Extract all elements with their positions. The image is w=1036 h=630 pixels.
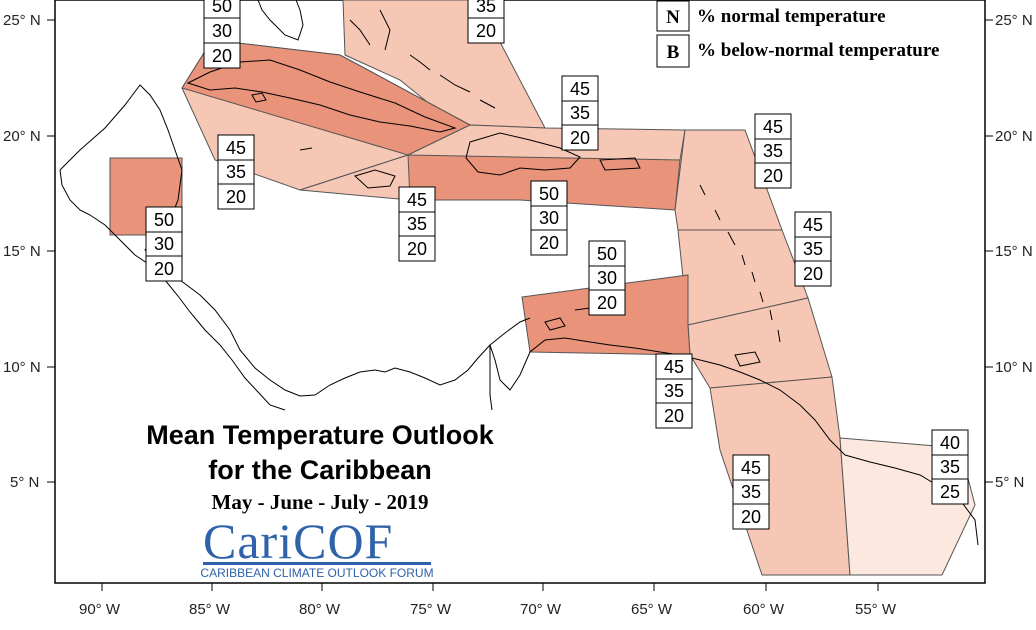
legend-label-below: % below-normal temperature (697, 40, 939, 61)
prob-value: 35 (407, 214, 427, 234)
lat-ticks-right (985, 19, 993, 483)
prob-value: 35 (763, 141, 783, 161)
probability-box-french-guiana: 40 35 25 (931, 429, 969, 505)
prob-value: 20 (407, 239, 427, 259)
probability-box-hispaniola-north: 45 35 20 (561, 75, 599, 151)
probability-box-leeward-north: 45 35 20 (754, 113, 792, 189)
map-season: May - June - July - 2019 (212, 490, 429, 514)
prob-value: 20 (570, 128, 590, 148)
probability-box-guyana: 45 35 20 (732, 454, 770, 530)
lat-label-right-10n: 10° N (995, 359, 1033, 376)
lon-label-90w: 90° W (79, 601, 121, 618)
lon-label-75w: 75° W (410, 601, 452, 618)
logo-subtitle: CARIBBEAN CLIMATE OUTLOOK FORUM (200, 566, 433, 580)
lat-label-right-5n: 5° N (995, 474, 1024, 491)
logo-cari: Cari (203, 513, 293, 569)
legend-letter-n: N (666, 7, 680, 28)
lat-label-right-20n: 20° N (995, 128, 1033, 145)
prob-value: 35 (226, 162, 246, 182)
prob-value: 45 (664, 357, 684, 377)
prob-value: 20 (741, 507, 761, 527)
prob-value: 50 (597, 244, 617, 264)
prob-value: 45 (226, 138, 246, 158)
prob-value: 45 (803, 215, 823, 235)
logo-wordmark: CariCOF (203, 513, 393, 569)
probability-box-bahamas-nw: 50 30 20 (203, 0, 241, 69)
prob-value: 45 (763, 117, 783, 137)
prob-value: 20 (226, 187, 246, 207)
lon-label-55w: 55° W (855, 601, 897, 618)
prob-value: 35 (741, 482, 761, 502)
probability-box-jamaica: 45 35 20 (398, 186, 436, 262)
prob-value: 35 (570, 103, 590, 123)
lat-label-10n: 10° N (3, 359, 41, 376)
lat-label-right-25n: 25° N (995, 12, 1033, 29)
prob-value: 25 (940, 482, 960, 502)
lon-label-65w: 65° W (631, 601, 673, 618)
probability-box-hispaniola-south: 50 30 20 (530, 180, 568, 256)
probability-box-cayman: 45 35 20 (217, 134, 255, 210)
prob-value: 45 (741, 458, 761, 478)
prob-value: 35 (664, 381, 684, 401)
probability-box-windward: 45 35 20 (794, 211, 832, 287)
lat-label-15n: 15° N (3, 243, 41, 260)
probability-box-trinidad: 45 35 20 (655, 353, 693, 429)
legend: N % normal temperature B % below-normal … (656, 0, 939, 68)
map-title-line2: for the Caribbean (208, 455, 432, 485)
prob-value: 50 (154, 210, 174, 230)
prob-value: 30 (597, 268, 617, 288)
lat-label-20n: 20° N (3, 128, 41, 145)
probability-box-bahamas-se: 35 20 (467, 0, 505, 44)
prob-value: 20 (212, 46, 232, 66)
prob-value: 20 (154, 259, 174, 279)
prob-value: 20 (803, 264, 823, 284)
prob-value: 20 (476, 21, 496, 41)
prob-value: 30 (154, 234, 174, 254)
prob-value: 20 (763, 166, 783, 186)
lon-label-80w: 80° W (299, 601, 341, 618)
prob-value: 50 (212, 0, 232, 16)
lon-label-70w: 70° W (520, 601, 562, 618)
prob-value: 30 (539, 208, 559, 228)
lat-ticks-left (47, 19, 55, 483)
lon-label-85w: 85° W (189, 601, 231, 618)
prob-value: 20 (597, 293, 617, 313)
lat-label-5n: 5° N (10, 474, 39, 491)
prob-value: 50 (539, 184, 559, 204)
prob-value: 30 (212, 21, 232, 41)
probability-box-abc-islands: 50 30 20 (588, 240, 626, 316)
caricof-logo: CariCOF CARIBBEAN CLIMATE OUTLOOK FORUM (200, 513, 433, 580)
prob-value: 45 (570, 79, 590, 99)
prob-value: 35 (803, 239, 823, 259)
prob-value: 45 (407, 190, 427, 210)
prob-value: 20 (664, 406, 684, 426)
lat-label-25n: 25° N (3, 12, 41, 29)
lat-label-right-15n: 15° N (995, 243, 1033, 260)
lon-label-60w: 60° W (743, 601, 785, 618)
map-title-line1: Mean Temperature Outlook (146, 420, 495, 450)
prob-value: 35 (476, 0, 496, 16)
prob-value: 35 (940, 457, 960, 477)
prob-value: 40 (940, 433, 960, 453)
lon-ticks (101, 583, 879, 591)
legend-letter-b: B (667, 42, 680, 63)
prob-value: 20 (539, 233, 559, 253)
probability-box-belize: 50 30 20 (145, 206, 183, 282)
logo-cof: COF (293, 513, 393, 569)
legend-label-normal: % normal temperature (697, 6, 886, 27)
